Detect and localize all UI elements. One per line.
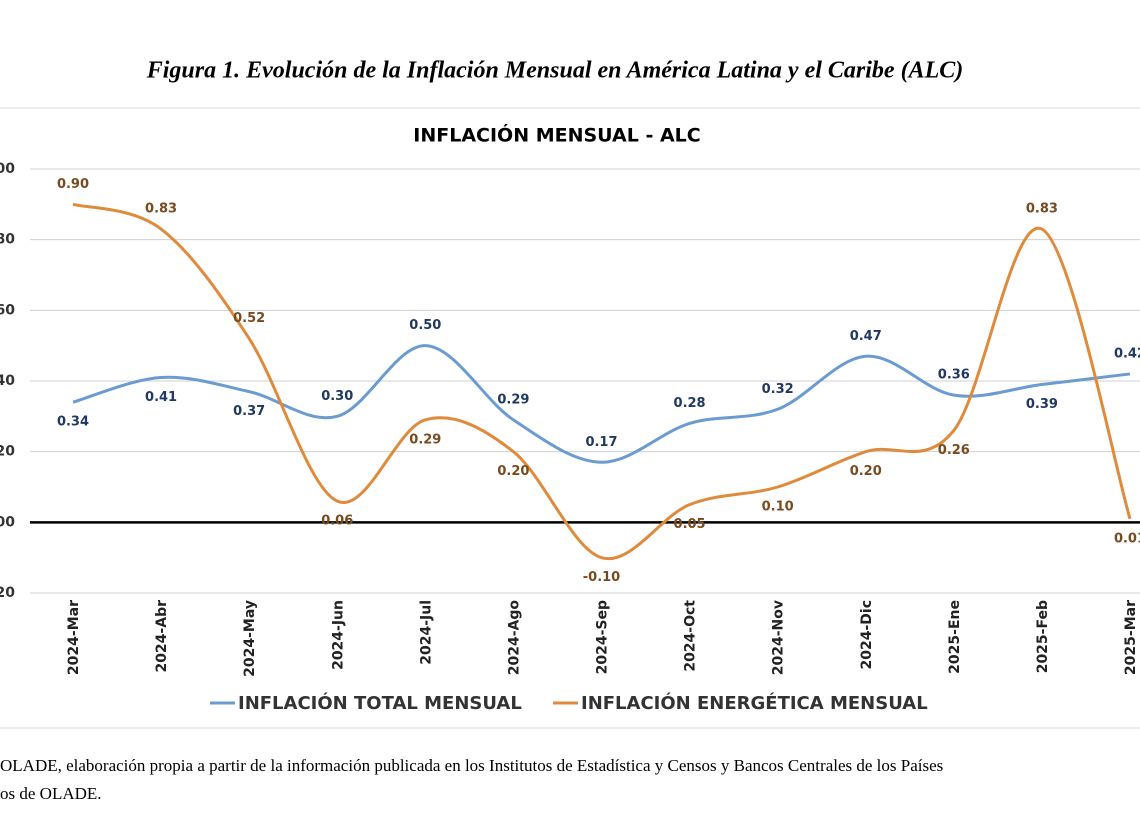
data-label: 0.28 bbox=[674, 396, 706, 411]
legend-label: INFLACIÓN ENERGÉTICA MENSUAL bbox=[581, 692, 928, 714]
data-label: 0.47 bbox=[850, 329, 882, 344]
source-text: OLADE, elaboración propia a partir de la… bbox=[0, 756, 943, 775]
x-tick-label: 2025-Ene bbox=[947, 600, 963, 674]
data-label: -0.10 bbox=[583, 570, 620, 585]
series-line bbox=[72, 344, 1131, 464]
data-label: 0.17 bbox=[585, 435, 617, 450]
x-tick-label: 2024-Dic bbox=[859, 600, 875, 670]
y-tick-label: -0.20 bbox=[0, 585, 15, 601]
data-label: 0.32 bbox=[762, 382, 794, 397]
y-tick-label: 0.80 bbox=[0, 232, 15, 248]
x-tick-label: 2024-Sep bbox=[595, 600, 611, 674]
data-label: 0.10 bbox=[762, 500, 794, 515]
data-label: 0.42 bbox=[1114, 346, 1140, 361]
data-label: 0.36 bbox=[938, 368, 970, 383]
x-tick-label: 2025-Mar bbox=[1123, 600, 1139, 675]
data-label: 0.20 bbox=[497, 464, 529, 479]
data-label: 0.01 bbox=[1114, 531, 1140, 546]
x-tick-label: 2025-Feb bbox=[1035, 600, 1051, 673]
data-label: 0.83 bbox=[145, 202, 177, 217]
series-line bbox=[72, 202, 1132, 561]
data-label: 0.41 bbox=[145, 390, 177, 405]
figure-caption: Figura 1. Evolución de la Inflación Mens… bbox=[146, 58, 963, 84]
data-label: 0.06 bbox=[321, 514, 353, 529]
x-tick-label: 2024-Jul bbox=[418, 600, 434, 665]
y-tick-label: 0.40 bbox=[0, 373, 15, 389]
data-label: 0.50 bbox=[409, 318, 441, 333]
chart-title: INFLACIÓN MENSUAL - ALC bbox=[413, 123, 700, 147]
data-label: 0.20 bbox=[850, 464, 882, 479]
y-tick-label: 1.00 bbox=[0, 161, 15, 177]
data-label: 0.05 bbox=[674, 517, 706, 532]
data-label: 0.29 bbox=[409, 432, 441, 447]
data-label: 0.26 bbox=[938, 443, 970, 458]
data-label: 0.39 bbox=[1026, 397, 1058, 412]
data-label: 0.30 bbox=[321, 389, 353, 404]
y-tick-label: 0.60 bbox=[0, 302, 15, 318]
y-tick-label: 0.20 bbox=[0, 444, 15, 460]
data-label: 0.29 bbox=[497, 392, 529, 407]
legend-label: INFLACIÓN TOTAL MENSUAL bbox=[238, 692, 522, 714]
data-label: 0.52 bbox=[233, 311, 265, 326]
x-tick-label: 2024-Nov bbox=[771, 600, 787, 675]
x-tick-label: 2024-Oct bbox=[683, 600, 699, 672]
source-text: os de OLADE. bbox=[0, 784, 102, 803]
data-label: 0.83 bbox=[1026, 202, 1058, 217]
data-label: 0.37 bbox=[233, 404, 265, 419]
x-tick-label: 2024-Abr bbox=[154, 600, 170, 673]
x-tick-label: 2024-Jun bbox=[330, 600, 346, 670]
data-label: 0.90 bbox=[57, 177, 89, 192]
x-tick-label: 2024-Mar bbox=[66, 600, 82, 675]
x-tick-label: 2024-Ago bbox=[506, 600, 522, 676]
data-label: 0.34 bbox=[57, 415, 89, 430]
x-tick-label: 2024-May bbox=[242, 600, 258, 677]
y-tick-label: 0.00 bbox=[0, 514, 15, 530]
